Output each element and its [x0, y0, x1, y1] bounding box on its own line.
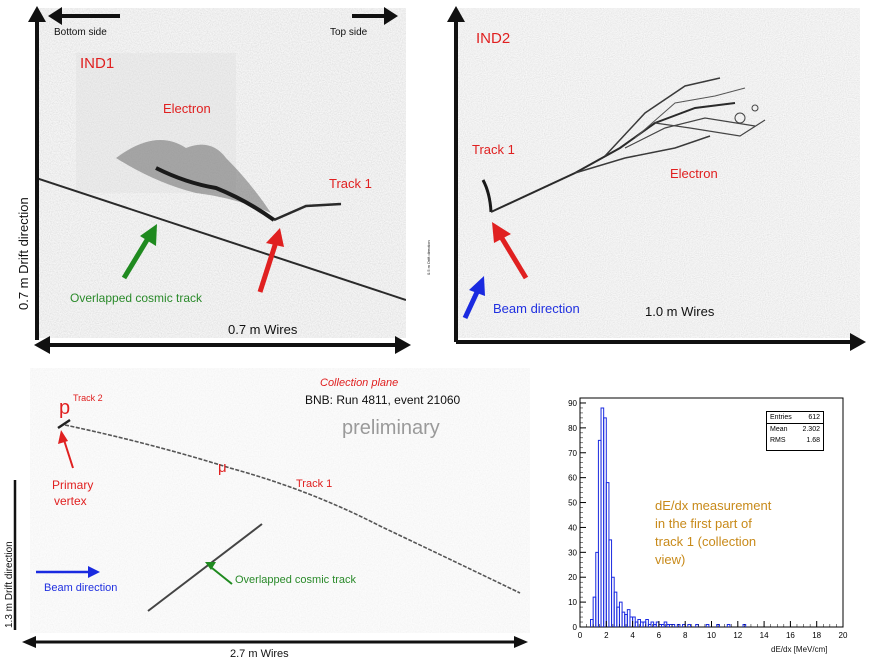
- ind2-panel: [455, 8, 860, 338]
- ind1-event-display: [36, 8, 406, 338]
- y-tick-label: 60: [568, 474, 577, 483]
- collection-preliminary-label: preliminary: [342, 417, 440, 439]
- stats-value: 2.302: [802, 426, 820, 433]
- histogram-bin: [645, 619, 649, 627]
- collection-cosmic-label: Overlapped cosmic track: [235, 574, 357, 586]
- x-tick-label: 8: [683, 631, 688, 640]
- collection-x-axis-label: 2.7 m Wires: [230, 648, 289, 660]
- collection-track1-label: Track 1: [296, 478, 333, 490]
- x-tick-label: 6: [657, 631, 662, 640]
- y-tick-label: 10: [568, 598, 577, 607]
- caption-line: view): [655, 552, 686, 567]
- collection-event-display: [30, 368, 530, 633]
- y-tick-label: 40: [568, 523, 577, 532]
- x-tick-label: 18: [812, 631, 821, 640]
- stats-key: Mean: [770, 426, 788, 433]
- ind1-plane-label: IND1: [80, 55, 115, 72]
- y-tick-label: 70: [568, 449, 577, 458]
- ind1-electron-label: Electron: [163, 101, 211, 116]
- ind1-x-axis-label: 0.7 m Wires: [228, 322, 298, 337]
- ind1-bottom-side-label: Bottom side: [54, 27, 107, 38]
- collection-run-label: BNB: Run 4811, event 21060: [305, 393, 461, 407]
- stats-row: Mean 2.302: [767, 424, 823, 435]
- stats-row: Entries 612: [767, 412, 823, 424]
- x-tick-label: 2: [604, 631, 609, 640]
- histogram-bin: [705, 624, 710, 627]
- x-tick-label: 20: [839, 631, 848, 640]
- x-tick-label: 16: [786, 631, 795, 640]
- stats-row: RMS 1.68: [767, 435, 823, 446]
- x-tick-label: 12: [733, 631, 742, 640]
- ind1-panel: [36, 8, 406, 338]
- stats-value: 612: [808, 414, 820, 421]
- collection-proton-label: p: [59, 397, 71, 419]
- collection-panel: [30, 368, 530, 633]
- y-tick-label: 30: [568, 548, 577, 557]
- stats-key: Entries: [770, 414, 792, 421]
- stats-key: RMS: [770, 437, 786, 444]
- y-tick-label: 80: [568, 424, 577, 433]
- ind2-beam-label: Beam direction: [493, 301, 580, 316]
- histogram-bin: [687, 624, 691, 627]
- collection-muon-label: μ: [218, 459, 227, 476]
- x-tick-label: 4: [630, 631, 635, 640]
- histogram-stats-box: Entries 612 Mean 2.302 RMS 1.68: [766, 411, 824, 451]
- histogram-x-axis-label: dE/dx [MeV/cm]: [771, 645, 828, 654]
- ind1-track1-label: Track 1: [329, 176, 372, 191]
- ind2-plane-label: IND2: [476, 30, 511, 47]
- ind1-cosmic-label: Overlapped cosmic track: [70, 291, 203, 305]
- x-tick-label: 14: [760, 631, 769, 640]
- ind2-event-display: [455, 8, 860, 338]
- y-tick-label: 0: [573, 623, 578, 632]
- caption-line: dE/dx measurement: [655, 498, 772, 513]
- y-tick-label: 20: [568, 573, 577, 582]
- ind2-track1-label: Track 1: [472, 142, 515, 157]
- collection-plane-label: Collection plane: [320, 377, 399, 389]
- collection-beam-label: Beam direction: [44, 582, 118, 594]
- ind1-top-side-label: Top side: [330, 27, 368, 38]
- collection-vertex-line2: vertex: [54, 494, 87, 508]
- caption-line: track 1 (collection: [655, 534, 757, 549]
- caption-line: in the first part of: [655, 516, 752, 531]
- x-tick-label: 10: [707, 631, 716, 640]
- collection-track2-label: Track 2: [73, 393, 103, 403]
- y-tick-label: 50: [568, 499, 577, 508]
- ind2-x-axis-label: 1.0 m Wires: [645, 304, 715, 319]
- y-tick-label: 90: [568, 399, 577, 408]
- x-tick-label: 0: [578, 631, 583, 640]
- stats-value: 1.68: [806, 437, 820, 444]
- ind2-electron-label: Electron: [670, 166, 718, 181]
- histogram-caption: dE/dx measurement in the first part of t…: [655, 497, 771, 569]
- histogram-bin: [726, 624, 731, 627]
- collection-vertex-line1: Primary: [52, 478, 94, 492]
